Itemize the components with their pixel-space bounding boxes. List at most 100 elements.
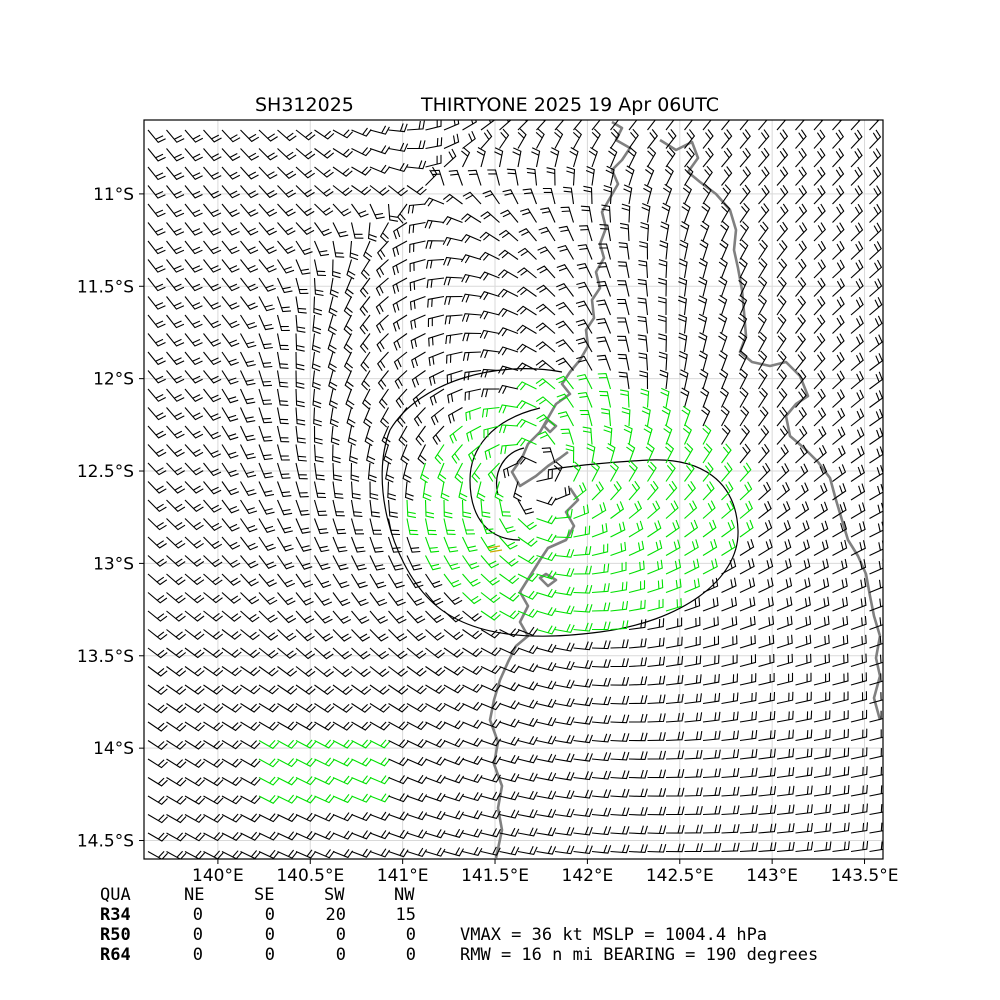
wind-barb-1010 — [332, 592, 351, 607]
wind-barb-960 — [147, 573, 168, 586]
wind-barb-114 — [776, 147, 789, 168]
wind-barb-1301 — [536, 717, 557, 727]
wind-barb-1316 — [813, 710, 831, 723]
wind-barb-560 — [147, 388, 166, 402]
wind-barb-1222 — [554, 679, 575, 689]
wind-barb-326 — [258, 277, 276, 292]
wind-barb-1307 — [647, 713, 666, 723]
wind-barb-138 — [467, 169, 482, 186]
wind-barb-776 — [440, 481, 450, 502]
wind-barb-1117 — [832, 615, 849, 631]
wind-barb-117 — [832, 148, 845, 168]
wind-barb-711 — [721, 424, 731, 445]
wind-barb-1522 — [184, 832, 206, 842]
wind-barb-386 — [617, 280, 630, 297]
wind-barb-529 — [312, 370, 321, 390]
wind-barb-724 — [221, 462, 239, 478]
longitude-axis: 140°E 140.5°E 141°E 141.5°E 142°E 142.5°E 143°… — [192, 859, 898, 886]
wind-barb-1204 — [221, 684, 242, 695]
wind-barb-1422 — [554, 771, 575, 781]
wind-barb-1083 — [203, 629, 224, 640]
wind-barb-1259 — [499, 700, 520, 710]
wind-barb-104 — [588, 146, 598, 168]
wind-barb-1152 — [739, 635, 756, 649]
wind-barb-450 — [327, 333, 337, 354]
wind-barb-790 — [702, 462, 714, 482]
wind-barb-272 — [739, 221, 750, 242]
wind-barb-360 — [147, 296, 166, 310]
wind-barb-565 — [239, 388, 256, 405]
wind-barb-748 — [665, 442, 675, 464]
wind-barb-673 — [758, 406, 769, 427]
wind-barb-1457 — [462, 792, 483, 802]
wind-barb-1267 — [647, 694, 666, 705]
wind-barb-761 — [166, 481, 186, 494]
wind-barb-1157 — [832, 634, 849, 649]
wind-barb-389 — [678, 277, 688, 297]
wind-barb-732 — [367, 462, 377, 483]
wind-barb-1206 — [258, 684, 279, 695]
wind-barb-173 — [387, 203, 398, 222]
wind-barb-1382 — [554, 753, 575, 763]
wind-barb-350 — [698, 258, 708, 279]
wind-barb-993 — [758, 558, 774, 575]
wind-barb-788 — [665, 461, 676, 482]
wind-barb-559 — [869, 353, 883, 371]
wind-barb-344 — [576, 262, 593, 279]
wind-barb-1503 — [573, 808, 593, 817]
wind-barb-1125 — [240, 647, 261, 659]
wind-barb-1167 — [277, 666, 298, 677]
wind-barb-1090 — [332, 629, 352, 642]
wind-barb-1181 — [536, 662, 557, 672]
wind-barb-398 — [850, 278, 864, 297]
wind-barb-994 — [776, 558, 792, 575]
wind-barb-311 — [719, 239, 729, 260]
wind-barb-768 — [295, 481, 309, 498]
wind-barb-1471 — [721, 786, 740, 797]
wind-barb-1140 — [517, 644, 539, 655]
wind-barb-1121 — [166, 647, 187, 659]
wind-barb-937 — [462, 555, 480, 570]
wind-barb-1356 — [813, 729, 831, 742]
wind-barb-323 — [203, 277, 222, 292]
wind-barb-798 — [850, 464, 865, 482]
wind-barb-23 — [573, 120, 583, 131]
wind-barb-1011 — [351, 592, 369, 607]
wind-barb-1396 — [813, 747, 831, 760]
wind-barb-1390 — [702, 749, 721, 760]
wind-barb-217 — [442, 216, 463, 226]
wind-barb-1192 — [739, 654, 757, 668]
x-tick-label-2: 141°E — [377, 866, 429, 886]
wind-barb-605 — [239, 407, 256, 423]
wind-barb-828 — [665, 480, 678, 501]
wind-barb-1075 — [795, 596, 811, 612]
wind-barb-918 — [850, 521, 866, 538]
wind-barb-444 — [221, 333, 240, 347]
wind-barb-127 — [277, 185, 296, 198]
wind-barb-763 — [203, 481, 222, 495]
wind-barb-340 — [498, 269, 519, 279]
wind-barb-57 — [462, 130, 476, 149]
wind-barb-193 — [758, 184, 770, 205]
wind-barb-934 — [406, 555, 423, 571]
wind-barb-1249 — [314, 703, 335, 713]
wind-barb-705 — [603, 425, 613, 445]
wind-barb-1129 — [314, 647, 334, 660]
wind-barb-1440 — [147, 795, 168, 805]
wind-barb-1298 — [480, 719, 502, 729]
coastline-segment-4 — [542, 418, 558, 434]
wind-barb-93 — [388, 162, 409, 173]
wind-barb-1186 — [628, 657, 648, 668]
wind-barb-593 — [758, 369, 768, 390]
wind-barb-324 — [221, 277, 240, 292]
wind-barb-867 — [647, 500, 661, 519]
wind-barb-635 — [795, 388, 807, 408]
wind-barb-1243 — [203, 703, 224, 713]
wind-barb-108 — [665, 147, 676, 168]
y-tick-label-4: 13°S — [93, 554, 134, 574]
wind-barb-29 — [684, 120, 694, 131]
wind-barb-1183 — [573, 660, 593, 669]
wind-barb-1551 — [721, 823, 740, 834]
wind-barb-985 — [610, 561, 627, 575]
wind-barb-1404 — [221, 777, 242, 787]
